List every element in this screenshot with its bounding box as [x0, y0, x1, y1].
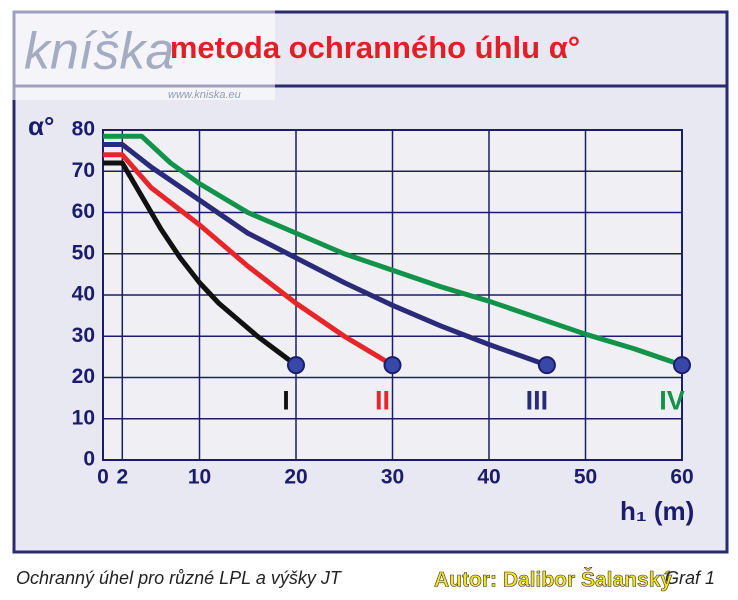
x-tick-label: 2: [116, 466, 128, 489]
y-tick-label: 0: [83, 448, 95, 471]
x-axis-label: h₁ (m): [620, 496, 694, 526]
y-tick-label: 30: [72, 324, 95, 347]
y-tick-label: 50: [72, 241, 95, 264]
x-tick-label: 10: [188, 466, 211, 489]
x-tick-label: 0: [97, 466, 109, 489]
x-tick-label: 50: [574, 466, 597, 489]
end-marker: [673, 356, 691, 375]
watermark-bg: [0, 0, 275, 100]
end-marker: [287, 356, 305, 375]
series-line: [103, 133, 683, 368]
x-tick-label: 20: [284, 466, 307, 489]
series-label: III: [526, 385, 549, 415]
chart-title: metoda ochranného úhlu α°: [170, 30, 580, 65]
x-tick-label: 40: [477, 466, 500, 489]
y-tick-label: 20: [72, 365, 95, 388]
watermark: kníška: [24, 23, 174, 81]
watermark-url: www.kniska.eu: [168, 89, 241, 101]
caption: Ochranný úhel pro různé LPL a výšky JT: [16, 568, 343, 588]
series-label: IV: [659, 385, 685, 415]
series-line: [103, 160, 298, 368]
series-line: [103, 152, 394, 368]
y-tick-label: 70: [72, 159, 95, 182]
y-tick-label: 40: [72, 283, 95, 306]
y-tick-label: 60: [72, 200, 95, 223]
series-label: II: [375, 385, 390, 415]
author: Autor: Dalibor Šalanský: [434, 568, 672, 592]
series-label: I: [282, 385, 290, 415]
y-tick-label: 80: [72, 118, 95, 141]
x-tick-label: 30: [381, 466, 404, 489]
x-tick-label: 60: [670, 466, 693, 489]
figure-label: Graf 1: [665, 568, 715, 588]
end-marker: [383, 356, 402, 375]
series-line: [103, 141, 548, 368]
y-axis-label: α°: [28, 111, 54, 141]
y-tick-label: 10: [72, 406, 95, 429]
end-marker: [537, 356, 556, 375]
